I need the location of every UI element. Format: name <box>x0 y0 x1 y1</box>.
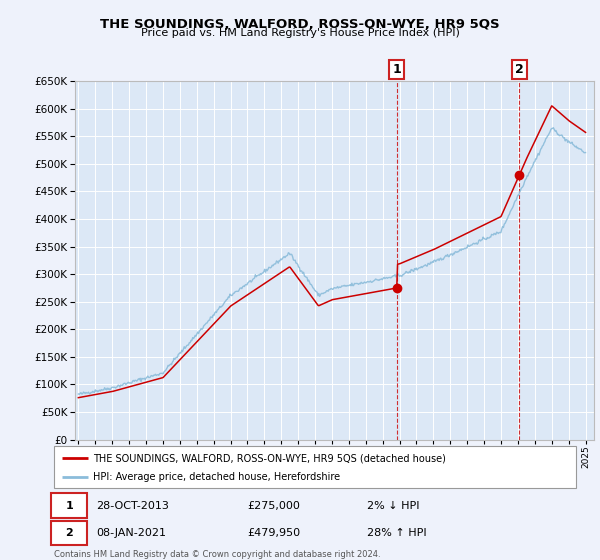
Text: THE SOUNDINGS, WALFORD, ROSS-ON-WYE, HR9 5QS: THE SOUNDINGS, WALFORD, ROSS-ON-WYE, HR9… <box>100 18 500 31</box>
Text: 08-JAN-2021: 08-JAN-2021 <box>96 528 166 538</box>
Text: 2% ↓ HPI: 2% ↓ HPI <box>367 501 420 511</box>
Text: 1: 1 <box>65 501 73 511</box>
Text: 28% ↑ HPI: 28% ↑ HPI <box>367 528 427 538</box>
Text: HPI: Average price, detached house, Herefordshire: HPI: Average price, detached house, Here… <box>93 473 340 482</box>
Text: THE SOUNDINGS, WALFORD, ROSS-ON-WYE, HR9 5QS (detached house): THE SOUNDINGS, WALFORD, ROSS-ON-WYE, HR9… <box>93 453 446 463</box>
FancyBboxPatch shape <box>52 521 87 545</box>
Text: 28-OCT-2013: 28-OCT-2013 <box>96 501 169 511</box>
Text: Contains HM Land Registry data © Crown copyright and database right 2024.
This d: Contains HM Land Registry data © Crown c… <box>54 550 380 560</box>
Text: £275,000: £275,000 <box>247 501 300 511</box>
Text: £479,950: £479,950 <box>247 528 300 538</box>
Text: 2: 2 <box>515 63 524 76</box>
FancyBboxPatch shape <box>54 446 576 488</box>
Text: 2: 2 <box>65 528 73 538</box>
Text: Price paid vs. HM Land Registry's House Price Index (HPI): Price paid vs. HM Land Registry's House … <box>140 28 460 38</box>
Text: 1: 1 <box>392 63 401 76</box>
FancyBboxPatch shape <box>52 493 87 518</box>
